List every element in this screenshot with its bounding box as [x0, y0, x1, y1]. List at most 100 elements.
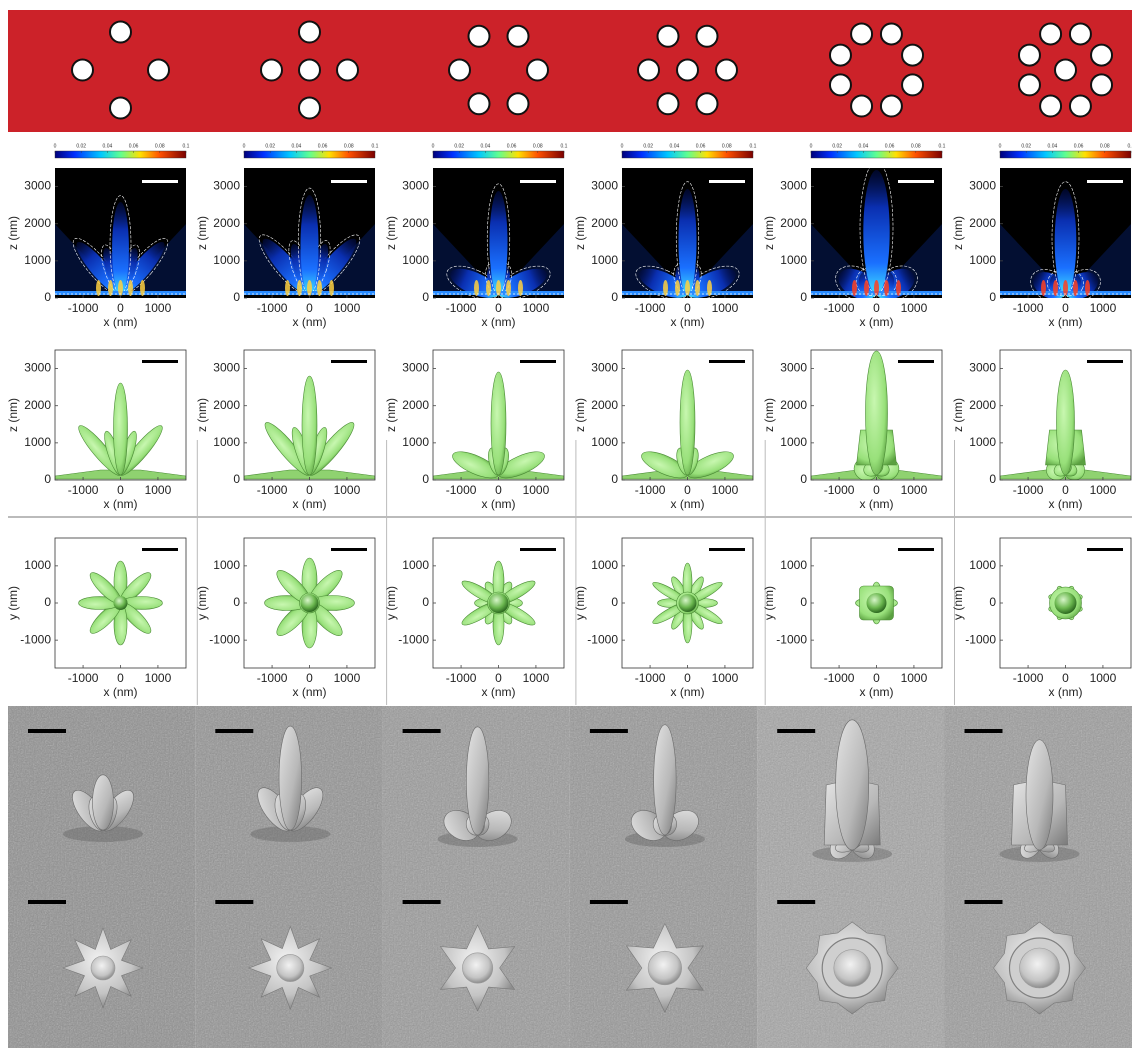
hot-spot	[128, 280, 133, 296]
axes: -1000 0 1000 0 1000 2000 3000 x (nm) z (nm)	[6, 179, 171, 329]
sem-core	[833, 949, 871, 987]
colorbar-tick-label: 0.02	[76, 143, 86, 149]
sem-tip	[466, 726, 490, 836]
axes: -1000 0 1000 0 1000 2000 3000 x (nm) z (nm)	[384, 179, 549, 329]
field-lobe	[489, 191, 508, 294]
axes: -1000 0 1000 -1000 0 1000 x (nm) y (nm)	[573, 558, 738, 699]
axes: -1000 0 1000 0 1000 2000 3000 x (nm) z (nm)	[195, 179, 360, 329]
isosurface-side	[244, 375, 375, 480]
hole	[1090, 73, 1114, 97]
x-tick-label: 1000	[712, 301, 739, 315]
x-tick-label: 0	[495, 483, 502, 497]
sem-core	[647, 950, 683, 986]
x-tick-label: -1000	[257, 483, 288, 497]
y-tick-label: -1000	[776, 632, 807, 646]
hot-spot	[1063, 280, 1068, 296]
hole	[828, 43, 852, 67]
iso-lobe	[301, 375, 318, 476]
iso-lobe	[1056, 369, 1075, 476]
field-fan	[244, 224, 375, 294]
y-tick-label: 2000	[780, 398, 807, 412]
field-contour	[835, 265, 879, 298]
hole	[1017, 73, 1041, 97]
x-tick-label: -1000	[68, 301, 99, 315]
scale-bar	[402, 729, 441, 733]
hole	[506, 92, 530, 116]
hole	[879, 22, 903, 46]
colorbar-tick-label: 0.08	[533, 143, 543, 149]
scale-bar	[898, 548, 934, 551]
colorbar-tick-label: 0.04	[481, 143, 491, 149]
x-tick-label: 0	[1062, 671, 1069, 685]
hole	[656, 24, 680, 48]
y-tick-label: 1000	[591, 558, 618, 572]
x-tick-label: 1000	[1090, 671, 1117, 685]
scale-bar	[28, 900, 66, 904]
hole	[1054, 58, 1077, 82]
y-axis-label: y (nm)	[195, 586, 209, 620]
x-tick-label: -1000	[824, 671, 855, 685]
y-axis-label: z (nm)	[762, 398, 776, 432]
colorbar-tick-label: 0.02	[832, 143, 842, 149]
y-tick-label: 1000	[213, 558, 240, 572]
isosurface-side	[1000, 369, 1131, 480]
sem-side	[437, 726, 518, 847]
colorbar-tick-label: 0.04	[670, 143, 680, 149]
x-tick-label: 1000	[1090, 483, 1117, 497]
hole	[109, 20, 132, 44]
x-tick-label: 0	[873, 671, 880, 685]
hole	[637, 58, 660, 82]
y-axis-label: z (nm)	[195, 216, 209, 250]
axes: -1000 0 1000 -1000 0 1000 x (nm) y (nm)	[951, 558, 1116, 699]
x-axis-label: x (nm)	[860, 497, 894, 511]
colorbar-tick-label: 0	[432, 143, 435, 149]
sem-side	[999, 739, 1080, 862]
x-tick-label: 1000	[334, 483, 361, 497]
isosurface-top	[461, 560, 536, 646]
y-tick-label: 0	[422, 595, 429, 609]
field-lobe	[1054, 189, 1077, 294]
x-axis-label: x (nm)	[671, 315, 705, 329]
field-map	[622, 181, 753, 298]
x-tick-label: 0	[306, 671, 313, 685]
x-tick-label: 1000	[145, 671, 172, 685]
hole	[506, 24, 530, 48]
y-tick-label: 2000	[969, 398, 996, 412]
x-tick-label: -1000	[1013, 483, 1044, 497]
x-axis-label: x (nm)	[482, 685, 516, 699]
axes: -1000 0 1000 0 1000 2000 3000 x (nm) z (nm)	[384, 361, 549, 511]
hot-spot	[140, 280, 145, 296]
colorbar-tick-label: 0.04	[1048, 143, 1058, 149]
x-tick-label: 1000	[523, 483, 550, 497]
y-axis-label: z (nm)	[573, 398, 587, 432]
x-axis-label: x (nm)	[104, 685, 138, 699]
y-axis-label: z (nm)	[384, 398, 398, 432]
isosurface-side	[433, 371, 564, 480]
iso-lobe	[865, 350, 888, 476]
x-tick-label: -1000	[257, 671, 288, 685]
y-tick-label: 0	[800, 472, 807, 486]
scale-bar	[1087, 360, 1123, 363]
x-tick-label: 0	[684, 483, 691, 497]
axes: -1000 0 1000 0 1000 2000 3000 x (nm) z (nm)	[951, 361, 1116, 511]
colorbar-tick-label: 0.02	[265, 143, 275, 149]
y-tick-label: 1000	[591, 435, 618, 449]
field-lobe	[112, 202, 129, 294]
hole	[526, 58, 549, 82]
sem-side	[624, 724, 705, 847]
colorbar-tick-label: 0.06	[1074, 143, 1084, 149]
hot-spot	[108, 280, 113, 296]
x-tick-label: -1000	[635, 301, 666, 315]
colorbar-tick-label: 0.06	[696, 143, 706, 149]
colorbar	[621, 150, 754, 159]
y-tick-label: 0	[233, 472, 240, 486]
y-tick-label: 3000	[24, 361, 51, 375]
y-tick-label: 1000	[402, 558, 429, 572]
scale-bar	[1087, 548, 1123, 551]
hole	[1039, 94, 1063, 118]
colorbar-tick-label: 0.08	[722, 143, 732, 149]
sem-top	[440, 924, 516, 1012]
y-tick-label: 3000	[780, 361, 807, 375]
x-tick-label: -1000	[1013, 301, 1044, 315]
field-lobe	[678, 189, 697, 294]
